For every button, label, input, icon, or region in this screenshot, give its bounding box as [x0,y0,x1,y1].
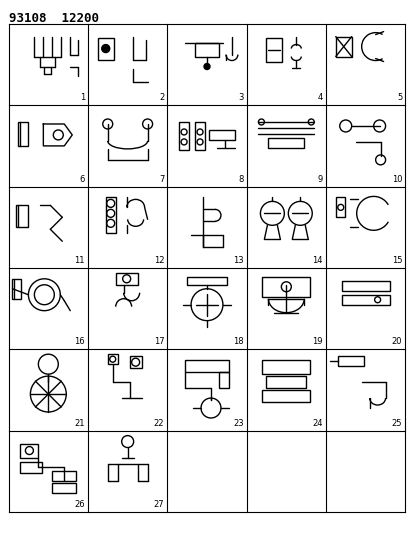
Bar [115,273,137,285]
Bar [341,281,389,291]
Bar [52,472,76,481]
Text: 24: 24 [312,419,322,428]
Circle shape [204,63,209,69]
Bar [129,356,141,368]
Bar [97,38,114,60]
Bar [179,122,189,150]
Text: 11: 11 [74,256,85,265]
Text: 14: 14 [312,256,322,265]
Bar [20,443,38,457]
Text: 2: 2 [159,93,164,102]
Text: 8: 8 [238,175,243,183]
Bar [335,37,351,56]
Text: 16: 16 [74,337,85,346]
Bar [341,295,389,305]
Bar [268,138,304,148]
Bar [266,376,306,388]
Text: 18: 18 [233,337,243,346]
Bar [195,122,204,150]
Bar [335,197,344,217]
Bar [337,356,363,366]
Bar [12,279,21,298]
Text: 27: 27 [153,500,164,509]
Text: 3: 3 [238,93,243,102]
Bar [185,360,228,372]
Text: 13: 13 [233,256,243,265]
Bar [187,277,226,285]
Text: 1: 1 [80,93,85,102]
Text: 21: 21 [74,419,85,428]
Text: 93108  12200: 93108 12200 [9,12,98,25]
Bar [209,130,234,140]
Text: 7: 7 [159,175,164,183]
Bar [262,277,309,297]
Circle shape [102,45,109,53]
Text: 25: 25 [391,419,401,428]
Bar [52,483,76,494]
Text: 10: 10 [391,175,401,183]
Text: 12: 12 [154,256,164,265]
Bar [20,462,42,473]
Bar [266,38,282,61]
Text: 26: 26 [74,500,85,509]
Text: 22: 22 [154,419,164,428]
Bar [17,205,28,227]
Bar [262,360,309,374]
Bar [107,354,117,364]
Bar [105,197,115,233]
Text: 15: 15 [391,256,401,265]
Text: 4: 4 [317,93,322,102]
Text: 6: 6 [79,175,85,183]
Text: 19: 19 [312,337,322,346]
Text: 20: 20 [391,337,401,346]
Bar [218,372,228,388]
Text: 23: 23 [233,419,243,428]
Text: 17: 17 [153,337,164,346]
Bar [19,122,28,146]
Text: 5: 5 [396,93,401,102]
Bar [195,43,218,56]
Text: 9: 9 [317,175,322,183]
Bar [262,390,309,402]
